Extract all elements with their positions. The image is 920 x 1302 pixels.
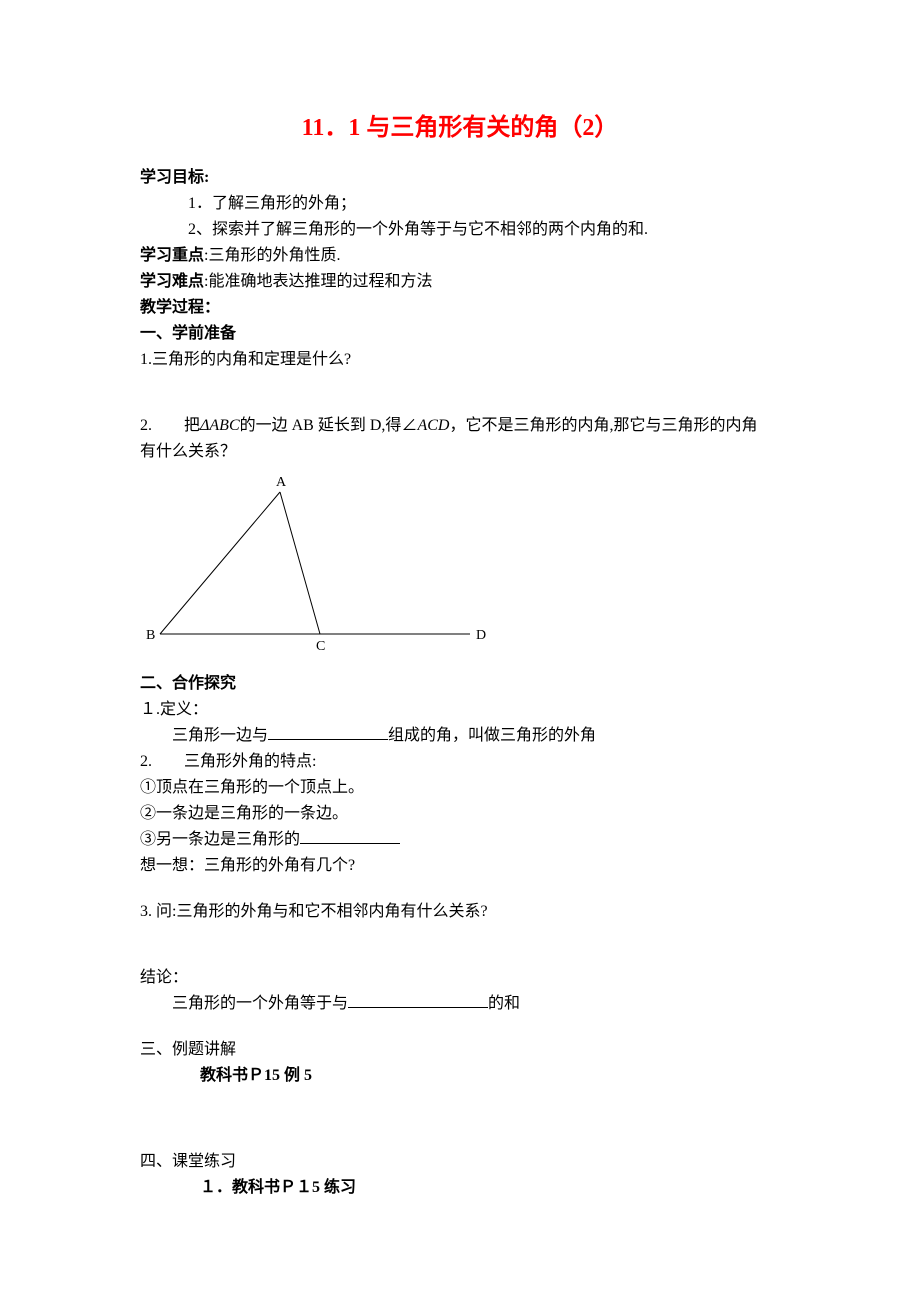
- objective-1: 1．了解三角形的外角；: [140, 192, 780, 216]
- s2-feature-label: 2. 三角形外角的特点:: [140, 750, 780, 774]
- s4-content: １．教科书Ｐ１5 练习: [140, 1176, 780, 1200]
- s2-def-label: １.定义：: [140, 698, 780, 722]
- s2-think: 想一想：三角形的外角有几个?: [140, 854, 780, 878]
- s1-q1: 1.三角形的内角和定理是什么?: [140, 348, 780, 372]
- math-delta: Δ: [200, 417, 209, 434]
- s3-content: 教科书Ｐ15 例 5: [140, 1064, 780, 1088]
- s2-def-prefix: 三角形一边与: [172, 727, 268, 744]
- blank-1: [268, 724, 388, 740]
- focus-line: 学习重点:三角形的外角性质.: [140, 244, 780, 268]
- svg-text:D: D: [476, 628, 486, 643]
- s2-f3: ③另一条边是三角形的: [140, 828, 780, 852]
- s2-conc-suffix: 的和: [488, 995, 520, 1012]
- objectives-label: 学习目标:: [140, 166, 780, 190]
- process-label: 教学过程：: [140, 296, 780, 320]
- s1-q2-line1: 2. 把ΔABC的一边 AB 延长到 D,得∠ACD，它不是三角形的内角,那它与…: [140, 414, 780, 438]
- svg-text:A: A: [276, 475, 287, 490]
- difficulty-content: :能准确地表达推理的过程和方法: [204, 273, 432, 290]
- s2-q3: 3. 问:三角形的外角与和它不相邻内角有什么关系?: [140, 900, 780, 924]
- s2-def-suffix: 组成的角，叫做三角形的外角: [388, 727, 596, 744]
- section4-label: 四、课堂练习: [140, 1150, 780, 1174]
- triangle-svg: A B C D: [140, 474, 500, 654]
- s2-conc-prefix: 三角形的一个外角等于与: [172, 995, 348, 1012]
- svg-text:C: C: [316, 639, 325, 654]
- s1-q2-prefix: 2. 把: [140, 417, 200, 434]
- s2-f1: ①顶点在三角形的一个顶点上。: [140, 776, 780, 800]
- difficulty-line: 学习难点:能准确地表达推理的过程和方法: [140, 270, 780, 294]
- math-angle: ∠: [401, 417, 417, 434]
- s2-def-line: 三角形一边与 组成的角，叫做三角形的外角: [140, 724, 780, 748]
- page-title: 11．1 与三角形有关的角（2）: [140, 110, 780, 146]
- objectives-label-text: 学习目标:: [140, 169, 209, 186]
- s2-f3-prefix: ③另一条边是三角形的: [140, 831, 300, 848]
- math-abc: ABC: [209, 417, 239, 434]
- svg-text:B: B: [146, 628, 155, 643]
- blank-3: [348, 992, 488, 1008]
- s1-q2-line2: 有什么关系？: [140, 440, 780, 464]
- section2-label: 二、合作探究: [140, 672, 780, 696]
- s1-q2-mid1: 的一边 AB 延长到 D,得: [240, 417, 402, 434]
- math-acd: ACD: [417, 417, 449, 434]
- triangle-diagram: A B C D: [140, 474, 780, 662]
- focus-content: :三角形的外角性质.: [204, 247, 340, 264]
- difficulty-label: 学习难点: [140, 273, 204, 290]
- s2-f2: ②一条边是三角形的一条边。: [140, 802, 780, 826]
- s2-conclusion-line: 三角形的一个外角等于与 的和: [140, 992, 780, 1016]
- objective-2: 2、探索并了解三角形的一个外角等于与它不相邻的两个内角的和.: [140, 218, 780, 242]
- focus-label: 学习重点: [140, 247, 204, 264]
- blank-2: [300, 828, 400, 844]
- s1-q2-mid2: ，它不是三角形的内角,那它与三角形的内角: [449, 417, 757, 434]
- section3-label: 三、例题讲解: [140, 1038, 780, 1062]
- section1-label: 一、学前准备: [140, 322, 780, 346]
- s2-conclusion-label: 结论：: [140, 966, 780, 990]
